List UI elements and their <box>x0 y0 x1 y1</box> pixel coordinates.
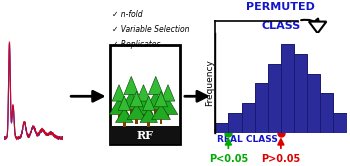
Polygon shape <box>118 96 130 111</box>
Polygon shape <box>109 98 129 115</box>
Text: REAL CLASS: REAL CLASS <box>217 135 278 144</box>
Polygon shape <box>152 104 170 120</box>
Bar <box>281 44 294 133</box>
Bar <box>255 83 268 133</box>
Text: CLASS: CLASS <box>261 21 301 31</box>
Bar <box>160 119 162 124</box>
Bar <box>215 123 228 133</box>
Bar <box>333 113 346 133</box>
Bar <box>154 109 157 114</box>
Polygon shape <box>124 76 139 95</box>
Polygon shape <box>130 91 143 107</box>
Polygon shape <box>136 85 150 101</box>
Bar <box>110 126 180 144</box>
Bar <box>147 122 150 127</box>
Bar <box>241 103 255 133</box>
Bar <box>320 93 333 133</box>
Polygon shape <box>116 108 133 123</box>
Bar <box>268 64 281 133</box>
Polygon shape <box>134 98 153 115</box>
Polygon shape <box>140 108 158 123</box>
Text: ✓ Replicates: ✓ Replicates <box>112 40 161 49</box>
Text: PERMUTED: PERMUTED <box>246 2 315 12</box>
Y-axis label: Frequency: Frequency <box>205 60 214 106</box>
Bar <box>228 113 242 133</box>
Polygon shape <box>309 22 326 33</box>
Bar <box>135 119 138 124</box>
FancyBboxPatch shape <box>110 45 180 144</box>
Polygon shape <box>161 85 175 101</box>
Bar <box>118 114 120 119</box>
Polygon shape <box>143 96 155 111</box>
Polygon shape <box>121 91 142 110</box>
Text: P<0.05: P<0.05 <box>209 154 248 164</box>
Text: RF: RF <box>137 130 154 141</box>
Bar <box>294 54 307 133</box>
Polygon shape <box>158 98 178 115</box>
Polygon shape <box>154 91 168 107</box>
Polygon shape <box>145 91 166 110</box>
Text: P>0.05: P>0.05 <box>261 154 301 164</box>
Polygon shape <box>112 85 126 101</box>
Bar <box>130 109 133 114</box>
Bar <box>167 114 169 119</box>
Bar <box>123 122 126 127</box>
Bar <box>142 114 145 119</box>
Bar <box>307 74 320 133</box>
Polygon shape <box>148 76 163 95</box>
Polygon shape <box>127 104 146 120</box>
Text: ✓ n-fold: ✓ n-fold <box>112 10 143 19</box>
Text: ✓ Variable Selection: ✓ Variable Selection <box>112 25 189 34</box>
